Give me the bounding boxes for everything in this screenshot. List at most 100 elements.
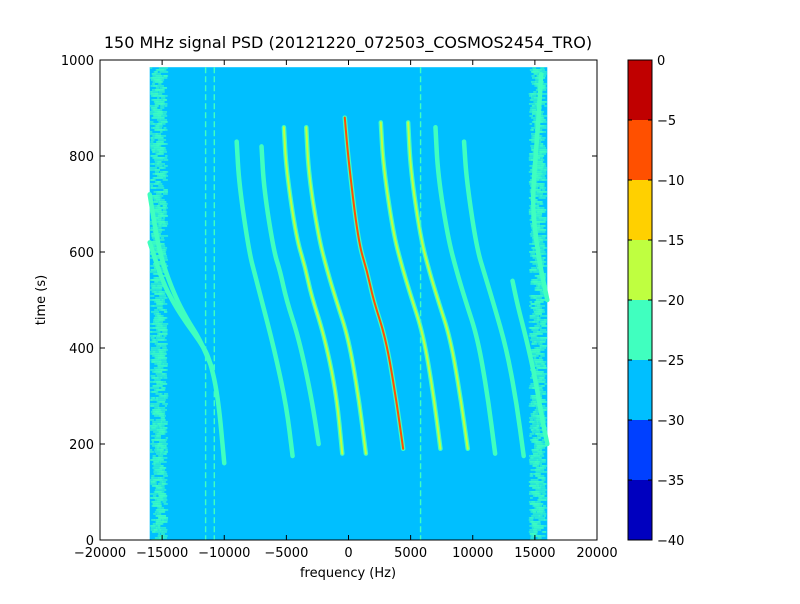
- noise-speck: [537, 501, 541, 503]
- noise-speck: [152, 351, 163, 353]
- noise-speck: [542, 417, 547, 419]
- noise-speck: [532, 529, 537, 531]
- noise-speck: [158, 185, 164, 187]
- noise-speck: [540, 139, 545, 141]
- noise-speck: [159, 537, 164, 539]
- noise-speck: [532, 249, 535, 251]
- noise-speck: [157, 423, 161, 425]
- noise-speck: [152, 77, 157, 79]
- noise-speck: [531, 129, 534, 131]
- noise-speck: [163, 175, 166, 177]
- noise-speck: [155, 297, 162, 299]
- noise-speck: [535, 353, 545, 355]
- noise-speck: [537, 147, 547, 149]
- colorbar-segment: [628, 240, 652, 300]
- noise-speck: [152, 205, 160, 207]
- noise-speck: [531, 279, 538, 281]
- noise-speck: [531, 441, 538, 443]
- noise-speck: [149, 449, 153, 451]
- noise-speck: [160, 453, 167, 455]
- noise-speck: [538, 487, 546, 489]
- noise-speck: [528, 517, 535, 519]
- noise-speck: [163, 247, 168, 249]
- noise-speck: [156, 327, 167, 329]
- noise-speck: [537, 349, 545, 351]
- noise-speck: [163, 475, 168, 477]
- noise-speck: [534, 359, 543, 361]
- noise-speck: [530, 303, 541, 305]
- noise-speck: [161, 95, 165, 97]
- noise-speck: [541, 145, 546, 147]
- noise-speck: [534, 325, 541, 327]
- noise-speck: [530, 479, 539, 481]
- noise-speck: [531, 487, 541, 489]
- signal-trace: [304, 124, 369, 456]
- noise-speck: [152, 359, 162, 361]
- noise-speck: [149, 327, 160, 329]
- noise-speck: [151, 441, 155, 443]
- noise-speck: [150, 353, 156, 355]
- noise-speck: [542, 101, 547, 103]
- noise-speck: [160, 497, 167, 499]
- noise-speck: [156, 447, 166, 449]
- noise-speck: [161, 521, 165, 523]
- noise-speck: [529, 271, 533, 273]
- noise-speck: [532, 405, 540, 407]
- noise-speck: [159, 529, 168, 531]
- noise-speck: [156, 453, 162, 455]
- noise-speck: [539, 151, 547, 153]
- noise-speck: [542, 493, 547, 495]
- noise-speck: [160, 451, 168, 453]
- signal-trace-core: [463, 140, 525, 457]
- noise-speck: [151, 79, 160, 81]
- noise-speck: [164, 397, 168, 399]
- noise-speck: [536, 285, 541, 287]
- noise-speck: [161, 417, 165, 419]
- noise-speck: [149, 419, 155, 421]
- noise-speck: [538, 217, 547, 219]
- noise-speck: [539, 191, 548, 193]
- noise-speck: [157, 307, 162, 309]
- noise-speck: [158, 151, 164, 153]
- noise-speck: [159, 295, 166, 297]
- noise-speck: [152, 335, 160, 337]
- noise-speck: [531, 341, 542, 343]
- noise-speck: [149, 451, 154, 453]
- noise-speck: [532, 465, 538, 467]
- noise-speck: [157, 205, 161, 207]
- noise-speck: [532, 281, 542, 283]
- noise-speck: [532, 525, 536, 527]
- noise-speck: [534, 275, 544, 277]
- noise-speck: [153, 199, 161, 201]
- noise-speck: [151, 73, 161, 75]
- noise-speck: [151, 463, 156, 465]
- noise-speck: [157, 355, 166, 357]
- noise-speck: [149, 497, 158, 499]
- noise-speck: [533, 135, 537, 137]
- noise-speck: [158, 67, 168, 69]
- noise-speck: [150, 369, 158, 371]
- noise-speck: [530, 353, 536, 355]
- noise-speck: [529, 111, 537, 113]
- noise-speck: [531, 117, 540, 119]
- noise-speck: [537, 141, 542, 143]
- noise-speck: [159, 275, 169, 277]
- noise-speck: [535, 195, 542, 197]
- noise-speck: [152, 531, 163, 533]
- noise-speck: [150, 477, 154, 479]
- noise-speck: [531, 307, 537, 309]
- noise-speck: [152, 495, 157, 497]
- noise-speck: [154, 309, 159, 311]
- noise-speck: [154, 81, 163, 83]
- noise-speck: [534, 517, 546, 519]
- noise-speck: [529, 333, 533, 335]
- noise-speck: [529, 69, 536, 71]
- noise-speck: [535, 473, 540, 475]
- noise-speck: [529, 109, 537, 111]
- noise-speck: [163, 489, 167, 491]
- noise-speck: [528, 421, 535, 423]
- noise-speck: [163, 503, 168, 505]
- noise-speck: [538, 209, 546, 211]
- colorbar: 0 −5 −10 −15 −20 −25 −30 −35 −40: [627, 54, 684, 549]
- noise-speck: [158, 515, 166, 517]
